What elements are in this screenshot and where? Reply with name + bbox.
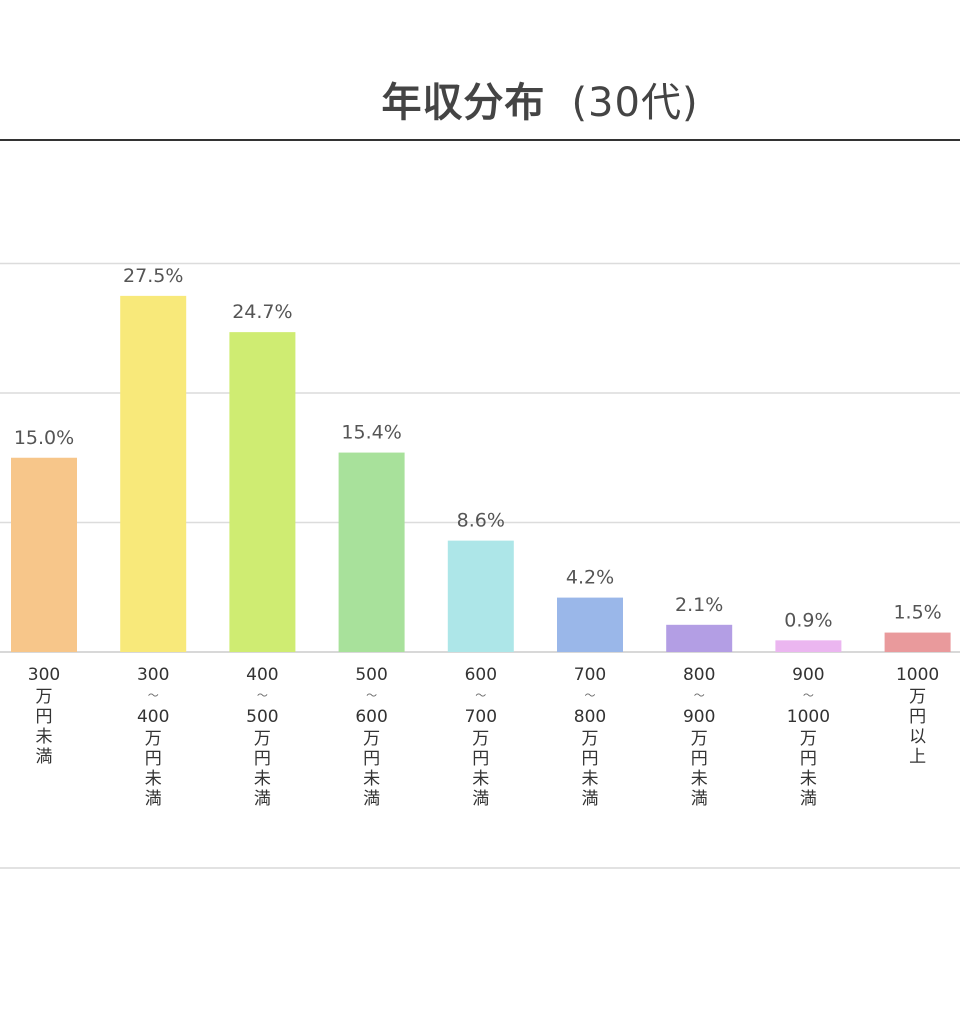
tick-label-unit-char: 以	[909, 727, 926, 747]
tick-label-top: 700	[574, 665, 606, 685]
tick-label-unit-char: 満	[472, 789, 489, 809]
tick-label-unit-char: 万	[145, 729, 162, 749]
tick-label-mid: 900	[683, 707, 715, 727]
tick-label-mid: 600	[355, 707, 387, 727]
tick-label-unit-char: 満	[582, 789, 599, 809]
bar	[557, 597, 623, 652]
tick-label-tilde: 〜	[694, 689, 705, 702]
tick-label-unit-char: 円	[36, 707, 53, 727]
tick-label-unit-char: 万	[582, 729, 599, 749]
tick-label-top: 300	[28, 665, 60, 685]
tick-label-unit-char: 未	[145, 769, 162, 789]
tick-label-tilde: 〜	[148, 689, 159, 702]
tick-label-unit-char: 万	[363, 729, 380, 749]
value-label: 0.9%	[784, 609, 832, 631]
tick-label-unit-char: 万	[36, 687, 53, 707]
bar	[884, 632, 951, 652]
value-label: 1.5%	[893, 602, 941, 624]
tick-label-unit-char: 円	[472, 749, 489, 769]
tick-label-unit-char: 未	[363, 769, 380, 789]
tick-label-unit-char: 円	[254, 749, 271, 769]
tick-label-mid: 800	[574, 707, 606, 727]
tick-label-unit-char: 万	[909, 687, 926, 707]
tick-label-unit-char: 満	[36, 747, 53, 767]
tick-label-unit-char: 円	[145, 749, 162, 769]
tick-label-unit-char: 上	[909, 747, 926, 767]
bar	[338, 452, 405, 652]
tick-label-tilde: 〜	[257, 689, 268, 702]
tick-label-unit-char: 満	[363, 789, 380, 809]
tick-label-unit-char: 未	[800, 769, 817, 789]
tick-label-unit-char: 満	[145, 789, 162, 809]
tick-label-unit-char: 円	[691, 749, 708, 769]
tick-label-unit-char: 万	[691, 729, 708, 749]
tick-label-top: 1000	[896, 665, 939, 685]
tick-label-unit-char: 円	[363, 749, 380, 769]
chart-subtitle: (30代)	[571, 80, 699, 126]
tick-label-unit-char: 万	[254, 729, 271, 749]
tick-label-top: 300	[137, 665, 169, 685]
tick-label-mid: 400	[137, 707, 169, 727]
bar	[447, 540, 514, 652]
value-label: 8.6%	[457, 510, 505, 532]
value-label: 15.4%	[341, 422, 401, 444]
chart-title-block: 年収分布 (30代)	[300, 70, 780, 128]
tick-label-unit-char: 満	[254, 789, 271, 809]
tick-label-tilde: 〜	[585, 689, 596, 702]
value-label: 24.7%	[232, 301, 292, 323]
value-label: 2.1%	[675, 594, 723, 616]
tick-label-top: 600	[465, 665, 497, 685]
bar	[11, 457, 77, 652]
tick-label-unit-char: 満	[691, 789, 708, 809]
tick-label-top: 800	[683, 665, 715, 685]
tick-label-top: 900	[792, 665, 824, 685]
value-label: 27.5%	[123, 265, 183, 287]
tick-label-mid: 1000	[787, 707, 830, 727]
tick-label-top: 400	[246, 665, 278, 685]
tick-label-mid: 700	[465, 707, 497, 727]
bar	[775, 640, 842, 652]
frame-layer	[0, 139, 960, 869]
tick-label-tilde: 〜	[366, 689, 377, 702]
tick-label-unit-char: 未	[691, 769, 708, 789]
tick-label-unit-char: 万	[472, 729, 489, 749]
bar	[666, 624, 733, 652]
bar-layer	[11, 295, 951, 652]
value-label: 15.0%	[14, 427, 74, 449]
value-label: 4.2%	[566, 567, 614, 589]
tick-label-unit-char: 円	[909, 707, 926, 727]
tick-label-unit-char: 未	[36, 727, 53, 747]
bar	[120, 295, 187, 652]
tick-label-unit-char: 万	[800, 729, 817, 749]
tick-label-unit-char: 満	[800, 789, 817, 809]
tick-label-unit-char: 円	[582, 749, 599, 769]
tick-label-layer: 300万円未満300〜400万円未満400〜500万円未満500〜600万円未満…	[28, 665, 939, 809]
chart-title: 年収分布	[381, 80, 546, 126]
value-label-layer: 15.0% 27.5% 24.7% 15.4% 8.6% 4.2% 2.1% 0.9% 1.5%	[14, 265, 942, 631]
tick-label-unit-char: 未	[472, 769, 489, 789]
tick-label-unit-char: 円	[800, 749, 817, 769]
bar	[229, 332, 296, 652]
tick-label-unit-char: 未	[254, 769, 271, 789]
tick-label-tilde: 〜	[803, 689, 814, 702]
tick-label-mid: 500	[246, 707, 278, 727]
tick-label-tilde: 〜	[475, 689, 486, 702]
tick-label-unit-char: 未	[582, 769, 599, 789]
tick-label-top: 500	[355, 665, 387, 685]
